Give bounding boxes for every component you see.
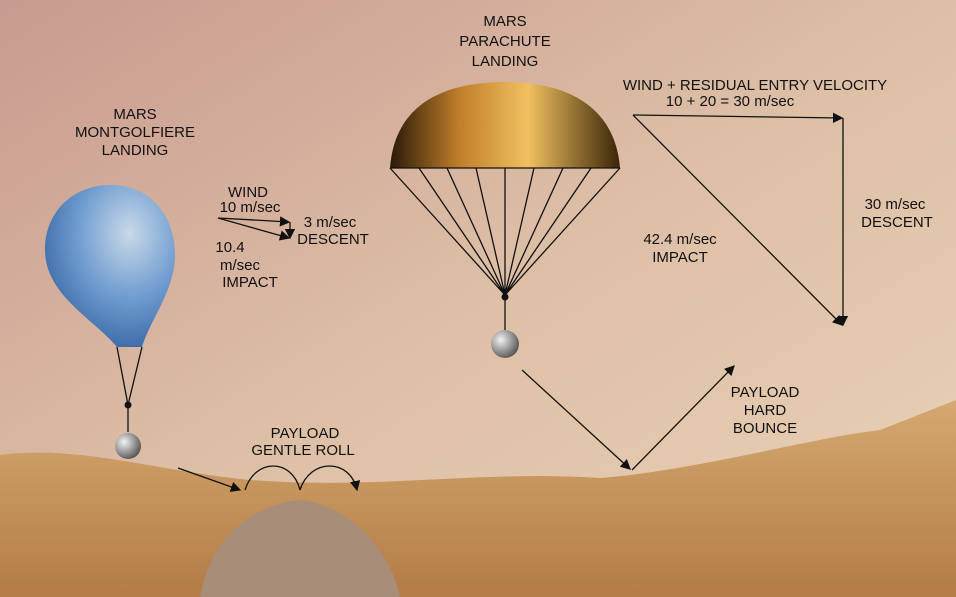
label: HARD bbox=[744, 402, 787, 419]
label: WIND + RESIDUAL ENTRY VELOCITY bbox=[623, 77, 887, 94]
label: MARS bbox=[113, 106, 156, 123]
label: WIND bbox=[228, 184, 268, 201]
arrow bbox=[177, 467, 242, 492]
label: PAYLOAD bbox=[271, 425, 340, 442]
balloon bbox=[45, 185, 175, 347]
label: 10 m/sec bbox=[220, 199, 281, 216]
label: 10 + 20 = 30 m/sec bbox=[666, 93, 795, 110]
rock bbox=[200, 500, 400, 597]
label: 3 m/sec bbox=[304, 214, 357, 231]
label: PAYLOAD bbox=[731, 384, 800, 401]
label: LANDING bbox=[472, 53, 539, 70]
label: IMPACT bbox=[222, 274, 278, 291]
arrow bbox=[217, 216, 291, 227]
label: m/sec bbox=[220, 257, 261, 274]
roll-arc bbox=[299, 465, 361, 492]
arrow bbox=[631, 365, 735, 471]
arrow bbox=[217, 217, 291, 241]
label: PARACHUTE bbox=[459, 33, 550, 50]
knot bbox=[124, 401, 132, 409]
label: MARS bbox=[483, 13, 526, 30]
label: 42.4 m/sec bbox=[643, 231, 717, 248]
arrow bbox=[521, 369, 631, 470]
label: LANDING bbox=[102, 142, 169, 159]
label: BOUNCE bbox=[733, 420, 797, 437]
arrow bbox=[632, 112, 844, 124]
label: 10.4 bbox=[215, 239, 244, 256]
label: DESCENT bbox=[861, 214, 933, 231]
payload bbox=[115, 433, 141, 459]
roll-arc bbox=[244, 465, 301, 491]
label: DESCENT bbox=[297, 231, 369, 248]
label: GENTLE ROLL bbox=[251, 442, 354, 459]
parachute bbox=[390, 82, 620, 168]
knot bbox=[501, 293, 509, 301]
label: MONTGOLFIERE bbox=[75, 124, 195, 141]
label: IMPACT bbox=[652, 249, 708, 266]
arrow bbox=[632, 114, 843, 326]
payload bbox=[491, 330, 519, 358]
label: 30 m/sec bbox=[865, 196, 926, 213]
